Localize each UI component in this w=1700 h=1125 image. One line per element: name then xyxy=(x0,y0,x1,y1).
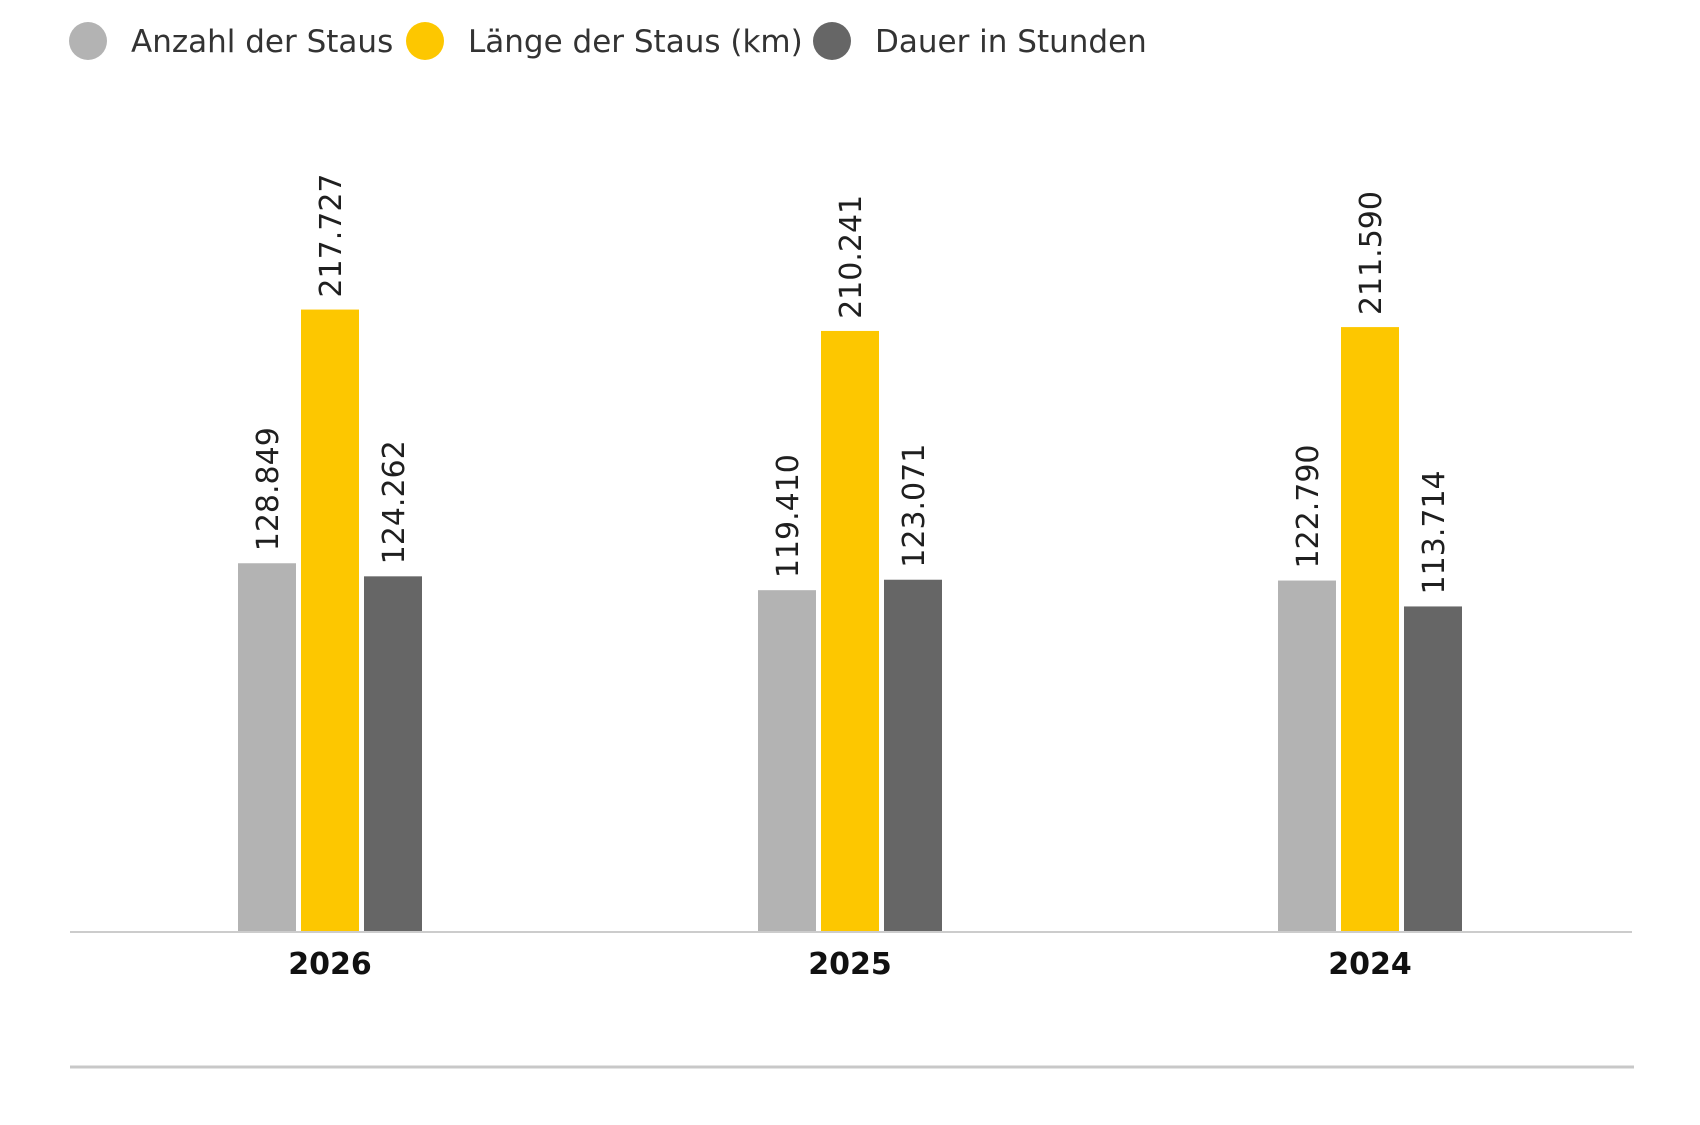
chart-legend: Anzahl der Staus Länge der Staus (km) Daue… xyxy=(69,22,1147,60)
bar xyxy=(1341,327,1399,931)
legend-label: Anzahl der Staus xyxy=(131,24,393,60)
bar-groups xyxy=(238,309,1462,931)
bar-group xyxy=(758,330,942,931)
data-label: 124.262 xyxy=(377,440,412,564)
bar xyxy=(364,576,422,931)
bar xyxy=(884,579,942,931)
category-tick-label: 2026 xyxy=(288,947,372,982)
data-label: 210.241 xyxy=(834,195,869,319)
bar xyxy=(238,563,296,931)
legend-label: Länge der Staus (km) xyxy=(468,24,803,60)
legend-item: Anzahl der Staus xyxy=(69,22,393,60)
data-label: 113.714 xyxy=(1417,470,1452,594)
legend-item: Länge der Staus (km) xyxy=(406,22,803,60)
data-label: 119.410 xyxy=(771,454,806,578)
legend-label: Dauer in Stunden xyxy=(875,24,1147,60)
bar xyxy=(301,309,359,931)
category-tick-label: 2025 xyxy=(808,947,892,982)
value-labels: 128.849 217.727 124.262 119.410 210.241 123.0… xyxy=(251,174,1452,595)
legend-swatch xyxy=(406,22,444,60)
data-label: 217.727 xyxy=(314,174,349,298)
legend-swatch xyxy=(69,22,107,60)
data-label: 122.790 xyxy=(1291,444,1326,568)
bar xyxy=(1404,606,1462,931)
bar-group xyxy=(1278,327,1462,931)
category-tick-label: 2024 xyxy=(1328,947,1412,982)
data-label: 211.590 xyxy=(1354,191,1389,315)
data-label: 128.849 xyxy=(251,427,286,551)
legend-swatch xyxy=(813,22,851,60)
data-label: 123.071 xyxy=(897,444,932,568)
bar xyxy=(1278,580,1336,931)
bar-group xyxy=(238,309,422,931)
category-labels: 2026 2025 2024 xyxy=(288,947,1412,982)
bar xyxy=(758,590,816,931)
bar xyxy=(821,330,879,931)
legend-item: Dauer in Stunden xyxy=(813,22,1147,60)
